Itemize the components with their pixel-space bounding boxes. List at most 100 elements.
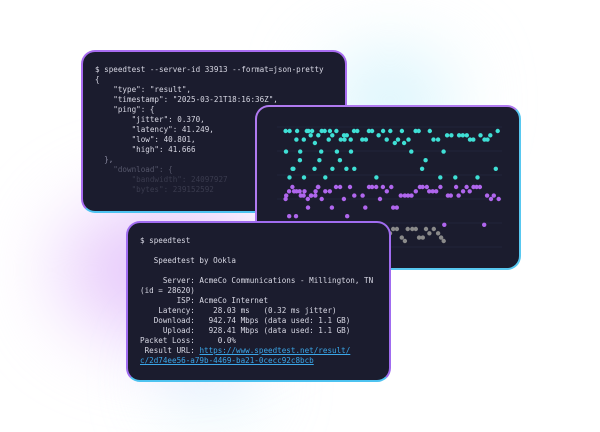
upload-dot	[434, 189, 439, 194]
latency-dot	[438, 235, 444, 240]
download-dot	[309, 128, 315, 134]
download-dot	[384, 137, 389, 142]
download-dot	[409, 149, 414, 154]
upload-dot	[352, 193, 357, 198]
upload-dot	[302, 189, 307, 194]
download-dot	[355, 128, 360, 134]
upload-dot	[329, 205, 335, 210]
download-dot	[317, 158, 322, 163]
upload-dot	[474, 184, 479, 190]
upload-dot	[488, 196, 494, 202]
prompt-line: $ speedtest	[140, 236, 191, 245]
result-url-link-cont[interactable]: c/2d74ee56-a79b-4469-ba21-0cecc92c8bcb	[140, 356, 314, 365]
download-dot	[453, 175, 458, 180]
download-dot	[301, 175, 307, 180]
download-dot	[297, 158, 303, 163]
download-dot	[316, 133, 321, 138]
download-dot	[312, 166, 317, 171]
download-dot	[460, 133, 465, 138]
upload-dot	[290, 184, 295, 190]
result-url-link[interactable]: https://www.speedtest.net/result/	[199, 346, 351, 355]
upload-dot	[287, 214, 292, 219]
download-dot	[388, 128, 393, 134]
download-dot	[366, 128, 372, 134]
upload-dot	[442, 222, 447, 227]
latency-dot	[410, 226, 415, 232]
upload-dot	[284, 193, 289, 198]
download-dot	[478, 133, 483, 138]
latency-dot	[391, 226, 396, 232]
upload-dot	[394, 205, 399, 210]
json-line: "latency": 41.249,	[131, 125, 214, 134]
upload-dot	[286, 189, 292, 194]
json-line: $ speedtest --server-id 33913 --format=j…	[95, 65, 324, 74]
download-dot	[283, 149, 289, 154]
upload-dot	[409, 193, 414, 198]
upload-dot	[294, 189, 299, 194]
download-dot	[327, 128, 333, 134]
download-dot	[337, 158, 343, 163]
upload-dot	[438, 184, 443, 190]
download-dot	[495, 128, 500, 134]
download-dot	[290, 166, 295, 171]
upload-dot	[374, 184, 379, 190]
download-dot	[416, 128, 421, 134]
upload-dot	[467, 189, 472, 194]
download-dot	[471, 137, 476, 142]
latency-dot	[441, 238, 446, 244]
json-line: {	[95, 75, 100, 84]
download-dot	[360, 137, 365, 142]
download-dot	[380, 128, 386, 134]
upload-dot	[456, 193, 461, 198]
upload-dot	[453, 184, 459, 190]
upload-dot	[309, 193, 314, 198]
download-dot	[338, 137, 343, 142]
upload-dot	[297, 189, 302, 194]
download-dot	[401, 140, 407, 146]
upload-dot	[460, 189, 466, 194]
upload-dot	[448, 193, 453, 198]
json-line: "download": {	[113, 165, 173, 174]
upload-dot	[484, 193, 490, 198]
latency-dot	[420, 235, 425, 240]
json-line: "jitter": 0.370,	[131, 115, 205, 124]
upload-dot	[283, 196, 288, 202]
json-output: $ speedtest --server-id 33913 --format=j…	[95, 65, 324, 195]
header-line: Speedtest by Ookla	[140, 256, 237, 265]
isp-line: ISP: AcmeCo Internet	[140, 296, 269, 305]
download-dot	[435, 137, 441, 142]
download-dot	[475, 175, 480, 180]
download-dot	[298, 149, 303, 154]
latency-dot	[394, 226, 400, 232]
download-dot	[312, 140, 318, 146]
upload-dot	[347, 184, 353, 190]
packet-loss-line: Packet Loss: 0.0%	[140, 336, 237, 345]
download-dot	[308, 133, 313, 138]
latency-dot	[435, 231, 441, 236]
download-dot	[283, 128, 288, 134]
upload-dot	[366, 184, 372, 190]
json-line: },	[104, 155, 114, 164]
upload-dot	[482, 222, 487, 227]
upload-dot	[323, 189, 328, 194]
download-dot	[456, 133, 462, 138]
upload-dot	[313, 193, 318, 198]
download-dot	[449, 133, 454, 138]
upload-dot	[363, 205, 368, 210]
download-dot	[444, 133, 450, 138]
upload-dot	[389, 184, 394, 190]
download-dot	[287, 175, 292, 180]
download-dot	[334, 128, 339, 134]
download-dot	[344, 166, 349, 171]
upload-dot	[424, 184, 429, 190]
json-line: "low": 40.801,	[131, 135, 196, 144]
upload-dot	[377, 196, 383, 202]
upload-dot	[345, 214, 350, 219]
upload-dot	[360, 193, 365, 198]
download-dot	[441, 149, 446, 154]
download-dot	[493, 166, 498, 171]
download-dot	[464, 133, 469, 138]
download-dot	[323, 175, 328, 180]
upload-dot	[398, 193, 403, 198]
download-dot	[427, 128, 432, 134]
